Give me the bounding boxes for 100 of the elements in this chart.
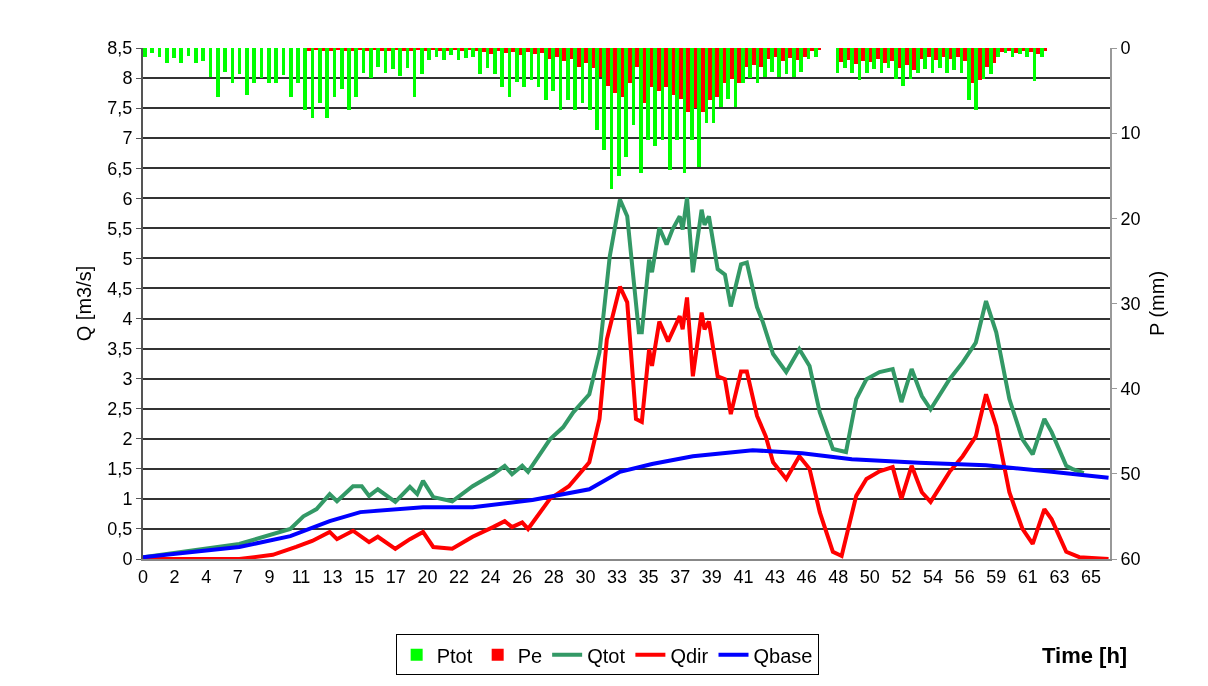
bar xyxy=(344,48,347,51)
bar xyxy=(872,48,876,69)
bar xyxy=(573,48,577,110)
bar xyxy=(216,48,220,97)
bar xyxy=(934,48,938,60)
y-tick-label: 7 xyxy=(122,128,133,149)
x-tick-label: 24 xyxy=(480,566,501,587)
y-tick-label: 0,5 xyxy=(107,519,133,540)
bar xyxy=(318,48,322,103)
bar xyxy=(478,48,482,74)
bar xyxy=(365,48,369,51)
bar xyxy=(683,48,686,173)
bar xyxy=(511,48,515,52)
bar xyxy=(690,48,694,140)
bar xyxy=(1022,48,1025,51)
bar xyxy=(653,48,657,146)
bar xyxy=(890,48,894,61)
bar xyxy=(785,48,788,74)
bar xyxy=(267,48,271,83)
bar xyxy=(391,48,395,69)
bar xyxy=(927,48,931,57)
bar xyxy=(971,48,974,83)
bar xyxy=(551,48,555,91)
x-tick-label: 22 xyxy=(448,566,470,587)
y-tick-label: 1 xyxy=(122,489,133,510)
bar xyxy=(530,48,533,80)
bar xyxy=(442,48,446,60)
bar xyxy=(796,48,799,60)
bar xyxy=(296,48,300,83)
y2-tick-label: 10 xyxy=(1120,123,1141,144)
x-tick-label: 52 xyxy=(891,566,912,587)
bar xyxy=(854,48,858,64)
bar xyxy=(1000,48,1004,52)
bar xyxy=(748,48,752,78)
y-tick-label: 8,5 xyxy=(107,38,133,59)
bar xyxy=(621,48,624,97)
bar xyxy=(810,48,814,51)
y-tick-label: 3,5 xyxy=(107,338,133,359)
bar xyxy=(427,48,431,60)
bar xyxy=(387,48,391,51)
bar xyxy=(894,48,898,79)
y-tick-label: 4,5 xyxy=(107,278,133,299)
bar xyxy=(996,48,1000,57)
bar xyxy=(967,48,971,100)
bar xyxy=(643,48,646,103)
y2-tick-label: 20 xyxy=(1120,208,1141,229)
bar xyxy=(555,48,559,57)
bar xyxy=(858,48,861,80)
bar xyxy=(661,48,664,140)
bar xyxy=(602,48,606,150)
bar xyxy=(322,48,325,51)
bar xyxy=(664,48,668,87)
bar xyxy=(303,48,307,110)
bar xyxy=(1029,48,1033,52)
y-tick-label: 5 xyxy=(122,248,133,269)
bar xyxy=(697,48,701,167)
bar xyxy=(836,48,839,73)
bar xyxy=(449,48,453,55)
bar xyxy=(245,48,249,95)
y-tick-label: 6 xyxy=(122,188,133,209)
y-tick-label: 3 xyxy=(122,368,133,389)
x-tick-label: 43 xyxy=(765,566,786,587)
bar xyxy=(493,48,497,74)
bar xyxy=(559,48,562,110)
bar xyxy=(325,48,329,118)
bar xyxy=(807,48,810,59)
bar xyxy=(194,48,198,63)
bar xyxy=(362,48,365,73)
bar xyxy=(515,48,519,82)
bar xyxy=(402,48,406,51)
y-tick-label: 8 xyxy=(122,68,133,89)
bar xyxy=(482,48,486,52)
bar xyxy=(708,48,712,100)
bar xyxy=(792,48,796,77)
bar xyxy=(497,48,500,51)
bar xyxy=(340,48,344,89)
bar xyxy=(752,48,756,65)
bar xyxy=(274,48,278,83)
bar xyxy=(519,48,522,55)
bar xyxy=(471,48,475,57)
bar xyxy=(880,48,883,73)
x-tick-label: 65 xyxy=(1081,566,1102,587)
legend-label: Pe xyxy=(517,644,543,667)
bar xyxy=(380,48,384,51)
bar xyxy=(347,48,351,110)
bar xyxy=(803,48,807,57)
bar xyxy=(865,48,869,73)
bar xyxy=(672,48,675,95)
bar xyxy=(172,48,176,58)
bar xyxy=(289,48,293,97)
bar xyxy=(952,48,956,70)
y2-tick-label: 30 xyxy=(1120,293,1141,314)
y-axis-title: Q [m3/s] xyxy=(73,265,96,342)
bar xyxy=(963,48,967,61)
x-tick-label: 0 xyxy=(137,566,149,587)
bar xyxy=(577,48,581,67)
bar xyxy=(850,48,854,73)
bar xyxy=(311,48,314,118)
y-tick-label: 2 xyxy=(122,429,133,450)
x-tick-label: 50 xyxy=(859,566,880,587)
